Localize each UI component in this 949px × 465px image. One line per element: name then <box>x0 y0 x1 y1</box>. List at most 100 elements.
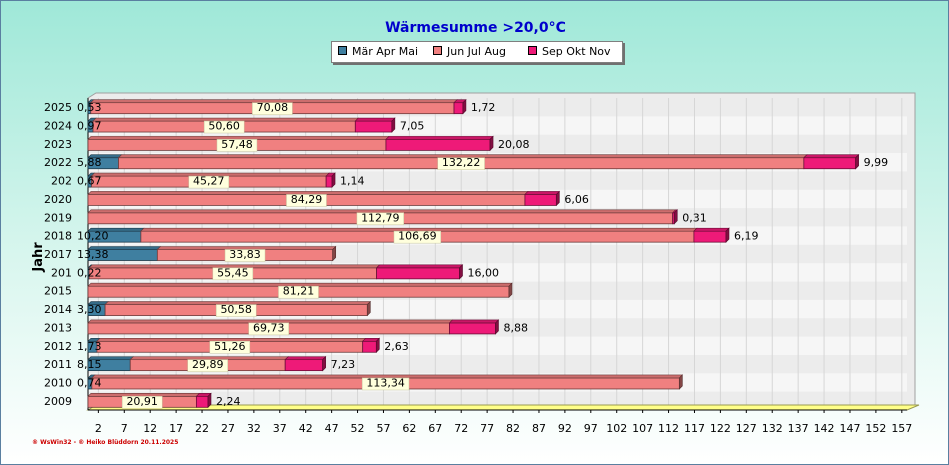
data-label-spring: 10,20 <box>77 230 109 243</box>
legend-label-summer: Jun Jul Aug <box>447 45 506 58</box>
data-label-summer: 45,27 <box>193 175 225 188</box>
data-label-spring: 8,15 <box>77 358 102 371</box>
x-tick-label: 102 <box>606 422 627 435</box>
bar-end-face <box>725 227 730 243</box>
data-label-summer: 55,45 <box>217 266 249 279</box>
x-tick-label: 2 <box>95 422 102 435</box>
data-label-summer: 84,29 <box>291 193 323 206</box>
bar-top-autumn <box>524 191 561 195</box>
data-label-bg <box>121 396 163 409</box>
data-label-bg <box>188 175 230 189</box>
bar-autumn <box>284 359 324 372</box>
bar-autumn <box>449 322 496 335</box>
plot-floor <box>86 404 920 411</box>
data-label-autumn: 6,06 <box>564 193 589 206</box>
y-tick-label: 2018 <box>44 230 72 243</box>
x-tick-label: 52 <box>351 422 365 435</box>
x-tick-label: 157 <box>891 422 912 435</box>
data-label-spring: 3,30 <box>77 303 102 316</box>
bar-autumn <box>362 340 377 353</box>
x-tick-label: 117 <box>684 422 705 435</box>
bar-end-face <box>673 209 678 225</box>
y-tick-label: 2013 <box>44 321 72 334</box>
x-tick-label: 37 <box>273 422 287 435</box>
data-label-autumn: 2,24 <box>216 395 241 408</box>
data-label-bg <box>361 377 410 391</box>
bar-autumn <box>376 267 460 280</box>
data-label-summer: 113,34 <box>366 376 405 389</box>
legend-item-summer: Jun Jul Aug <box>433 45 506 58</box>
data-label-summer: 51,26 <box>214 340 246 353</box>
legend-swatch-summer <box>433 46 442 55</box>
x-tick-label: 77 <box>480 422 494 435</box>
bar-end-face <box>508 282 513 298</box>
y-tick-label: 2012 <box>44 340 72 353</box>
y-axis-title: Jahr <box>31 242 46 273</box>
data-label-autumn: 8,88 <box>503 321 527 334</box>
y-tick-label: 2019 <box>44 211 72 224</box>
data-label-bg <box>437 157 485 170</box>
bar-top-autumn <box>448 319 500 324</box>
bar-end-face <box>459 264 463 280</box>
x-tick-label: 32 <box>247 422 261 435</box>
x-tick-label: 57 <box>376 422 390 435</box>
x-tick-label: 87 <box>532 422 546 435</box>
y-tick-label: 2024 <box>44 120 72 133</box>
bar-end-face <box>462 98 467 115</box>
data-label-bg <box>252 102 293 115</box>
data-label-summer: 106,69 <box>398 230 437 243</box>
data-label-summer: 70,08 <box>257 101 289 114</box>
data-label-summer: 50,60 <box>208 120 240 133</box>
bar-end-face <box>679 374 683 390</box>
data-label-spring: 1,73 <box>77 340 102 353</box>
data-label-spring: 13,38 <box>77 248 109 261</box>
data-label-autumn: 6,19 <box>734 230 759 243</box>
data-label-autumn: 1,14 <box>340 175 365 188</box>
data-label-autumn: 9,99 <box>864 156 889 169</box>
bar-autumn <box>325 175 333 188</box>
x-tick-label: 17 <box>169 422 183 435</box>
x-tick-label: 7 <box>121 422 128 435</box>
bar-autumn <box>195 395 209 408</box>
data-label-summer: 57,48 <box>221 138 253 151</box>
bar-end-face <box>322 355 326 372</box>
data-label-autumn: 7,05 <box>400 120 425 133</box>
data-label-summer: 20,91 <box>126 395 158 408</box>
data-label-autumn: 20,08 <box>498 138 530 151</box>
legend: Mär Apr Mai Jun Jul Aug Sep Okt Nov <box>331 41 623 63</box>
legend-swatch-autumn <box>528 46 537 55</box>
y-tick-label: 2023 <box>44 138 72 151</box>
data-label-bg <box>215 304 257 317</box>
x-tick-label: 42 <box>299 422 313 435</box>
bar-end-face <box>391 117 396 133</box>
data-label-summer: 132,22 <box>442 156 481 169</box>
x-tick-label: 137 <box>788 422 809 435</box>
footer-credit: ® WsWin32 - ® Heiko Blüddorn 20.11.2025 <box>32 439 179 446</box>
data-label-spring: 0,22 <box>77 266 102 279</box>
x-tick-label: 12 <box>143 422 157 435</box>
y-tick-label: 2011 <box>44 358 72 371</box>
data-label-spring: 0,74 <box>77 376 102 389</box>
bar-top-autumn <box>375 264 464 269</box>
bar-autumn <box>453 102 464 115</box>
bar-autumn <box>693 230 727 243</box>
data-label-bg <box>224 249 266 262</box>
data-label-autumn: 2,63 <box>384 340 409 353</box>
bar-autumn <box>354 120 393 133</box>
data-label-bg <box>209 341 251 354</box>
x-tick-label: 122 <box>710 422 731 435</box>
data-label-bg <box>248 322 289 336</box>
bar-end-face <box>556 190 560 207</box>
y-tick-label: 2009 <box>44 395 72 408</box>
legend-label-spring: Mär Apr Mai <box>352 45 419 58</box>
x-tick-label: 72 <box>454 422 468 435</box>
bar-autumn <box>803 157 857 170</box>
y-tick-label: 201 <box>51 266 72 279</box>
bar-autumn <box>524 194 557 206</box>
bar-top-autumn <box>354 117 396 122</box>
data-label-spring: 0,67 <box>77 175 102 188</box>
legend-item-autumn: Sep Okt Nov <box>528 45 611 58</box>
legend-item-spring: Mär Apr Mai <box>338 45 418 58</box>
